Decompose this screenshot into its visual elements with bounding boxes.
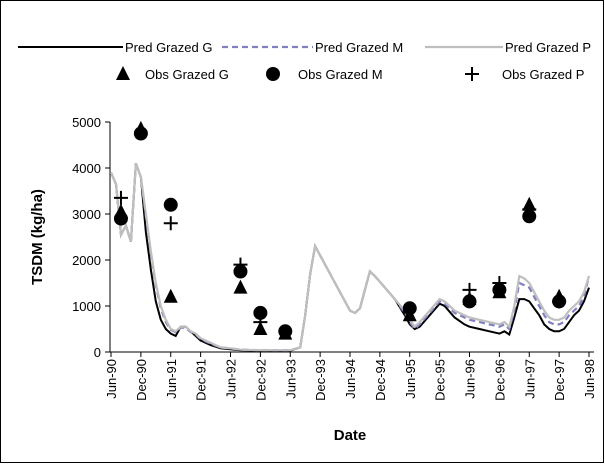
data-point [492, 276, 507, 290]
data-point [253, 305, 268, 320]
y-tick-label: 1000 [72, 299, 101, 314]
x-tick-label: Jun-98 [582, 359, 597, 399]
x-tick-label: Dec-92 [253, 359, 268, 401]
x-axis-title: Date [334, 427, 367, 444]
legend-label: Obs Grazed G [145, 67, 229, 82]
data-point [163, 216, 178, 231]
y-tick-label: 0 [94, 345, 101, 360]
x-tick-label: Jun-92 [224, 359, 239, 399]
x-tick-label: Jun-90 [104, 359, 119, 399]
legend-label: Pred Grazed G [125, 40, 212, 55]
data-point [133, 126, 148, 141]
y-tick-label: 4000 [72, 161, 101, 176]
data-point [233, 257, 248, 272]
x-tick-label: Jun-91 [164, 359, 179, 399]
data-point [163, 288, 178, 303]
legend-label: Obs Grazed P [502, 67, 584, 82]
legend-label: Pred Grazed M [315, 40, 403, 55]
data-point [402, 301, 417, 316]
legend-label: Obs Grazed M [298, 67, 383, 82]
x-tick-label: Dec-97 [552, 359, 567, 401]
y-axis-title: TSDM (kg/ha) [29, 189, 46, 285]
x-tick-label: Jun-97 [522, 359, 537, 399]
x-tick-label: Jun-95 [403, 359, 418, 399]
data-point [113, 211, 128, 226]
data-point [278, 324, 293, 339]
data-point [552, 294, 567, 309]
x-tick-label: Jun-94 [343, 359, 358, 399]
data-point [113, 190, 128, 205]
x-tick-label: Jun-96 [463, 359, 478, 399]
y-tick-label: 5000 [72, 115, 101, 130]
legend-swatch [116, 66, 130, 80]
series-line [109, 163, 591, 352]
y-tick-label: 2000 [72, 253, 101, 268]
x-tick-label: Dec-95 [433, 359, 448, 401]
data-point [253, 315, 268, 330]
data-point [462, 282, 477, 297]
x-tick-label: Dec-94 [373, 359, 388, 401]
legend-label: Pred Grazed P [505, 40, 591, 55]
x-tick-label: Dec-96 [492, 359, 507, 401]
data-point [462, 294, 477, 309]
x-tick-label: Jun-93 [283, 359, 298, 399]
legend-swatch [266, 67, 280, 81]
x-tick-label: Dec-90 [134, 359, 149, 401]
data-point [522, 202, 537, 217]
legend-swatch [465, 67, 479, 81]
x-tick-label: Dec-91 [194, 359, 209, 401]
x-tick-label: Dec-93 [313, 359, 328, 401]
data-point [233, 279, 248, 294]
y-tick-label: 3000 [72, 207, 101, 222]
data-point [163, 197, 178, 212]
